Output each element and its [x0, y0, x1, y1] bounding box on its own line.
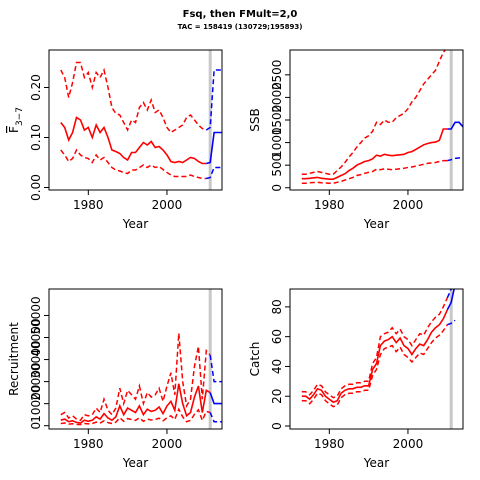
historical-upper-line [301, 50, 447, 175]
y-tick-label: 50000 [29, 296, 43, 334]
historical-lower-line [301, 324, 448, 408]
y-tick-label: 60 [270, 329, 284, 344]
recruitment-panel: 1980 200002000040000100003000050000YearRe… [7, 288, 223, 470]
projection-median-line [447, 121, 463, 130]
y-tick-label: 0 [270, 184, 284, 192]
x-axis-title: Year [122, 217, 148, 231]
y-tick-label: 20000 [29, 363, 43, 401]
x-axis-title: Year [363, 456, 389, 470]
projection-upper-line [205, 69, 222, 131]
plot-frame [289, 49, 464, 191]
x-axis-title: Year [363, 217, 389, 231]
y-tick-label: 1000 [270, 127, 284, 158]
chart-title: Fsq, then FMult=2,0 [182, 9, 298, 20]
x-tick-label: 1980 [73, 437, 104, 451]
x-tick-label: 1980 [314, 437, 345, 451]
x-tick-label: 2000 [393, 198, 424, 212]
historical-median-line [301, 309, 449, 404]
series-lines [301, 50, 463, 184]
projection-lower-line [209, 412, 222, 423]
y-tick-label: 0 [270, 422, 284, 430]
chart-subtitle: TAC = 158419 (130729;195893) [177, 23, 303, 31]
y-tick-label: 10000 [29, 385, 43, 423]
x-axis-title: Year [122, 456, 148, 470]
x-tick-label: 2000 [152, 437, 183, 451]
y-tick-label: 0 [29, 422, 43, 430]
series-lines [301, 289, 456, 408]
y-axis-title: SSB [248, 108, 262, 131]
y-tick-label: 0.20 [29, 74, 43, 101]
plot-frame [289, 288, 464, 430]
projection-lower-line [206, 166, 222, 180]
ssb-panel: 1980 2000 0 1000 2000 500 1500 2500 Year SSB [248, 49, 464, 231]
y-axis-title: F3−7 [7, 107, 25, 133]
y-tick-label: 40000 [29, 318, 43, 356]
fbar-panel: 1980 2000 0.00 0.10 0.20 Year F3−7 [7, 49, 223, 231]
plot-frame [48, 288, 223, 430]
historical-upper-line [60, 61, 207, 134]
x-tick-label: 1980 [314, 198, 345, 212]
y-axis-title: Recruitment [7, 322, 21, 396]
historical-median-line [60, 383, 211, 424]
projection-upper-line [462, 50, 463, 51]
projection-lower-line [447, 157, 463, 162]
x-tick-label: 1980 [73, 198, 104, 212]
historical-upper-line [301, 297, 448, 399]
historical-lower-line [60, 148, 207, 180]
projection-upper-line [209, 354, 222, 383]
historical-median-line [60, 116, 207, 165]
projection-upper-line [446, 289, 452, 299]
series-lines [60, 333, 222, 426]
x-tick-label: 2000 [393, 437, 424, 451]
projection-median-line [209, 392, 222, 405]
x-tick-label: 2000 [152, 198, 183, 212]
historical-upper-line [60, 333, 211, 422]
projection-lower-line [447, 319, 456, 326]
y-tick-label: 2500 [270, 60, 284, 91]
historical-median-line [301, 128, 448, 180]
y-axis-title-main: F [7, 126, 21, 133]
y-axis-title-subscript: 3−7 [15, 107, 25, 126]
plot-frame [48, 49, 223, 191]
y-tick-label: 80 [270, 299, 284, 314]
y-tick-label: 40 [270, 359, 284, 374]
y-tick-label: 0.00 [29, 174, 43, 201]
y-tick-label: 500 [270, 154, 284, 177]
historical-lower-line [60, 407, 211, 426]
projection-median-line [446, 289, 455, 311]
series-lines [60, 61, 222, 180]
y-tick-label: 30000 [29, 340, 43, 378]
historical-lower-line [301, 159, 448, 184]
catch-panel: 1980 2000 0 20 40 60 80 Year Catch [248, 288, 464, 470]
y-tick-label: 0.10 [29, 124, 43, 151]
y-tick-label: 2000 [270, 82, 284, 113]
y-tick-label: 20 [270, 389, 284, 404]
y-axis-title: Catch [248, 342, 262, 377]
projection-median-line [206, 131, 222, 165]
y-tick-label: 1500 [270, 105, 284, 136]
